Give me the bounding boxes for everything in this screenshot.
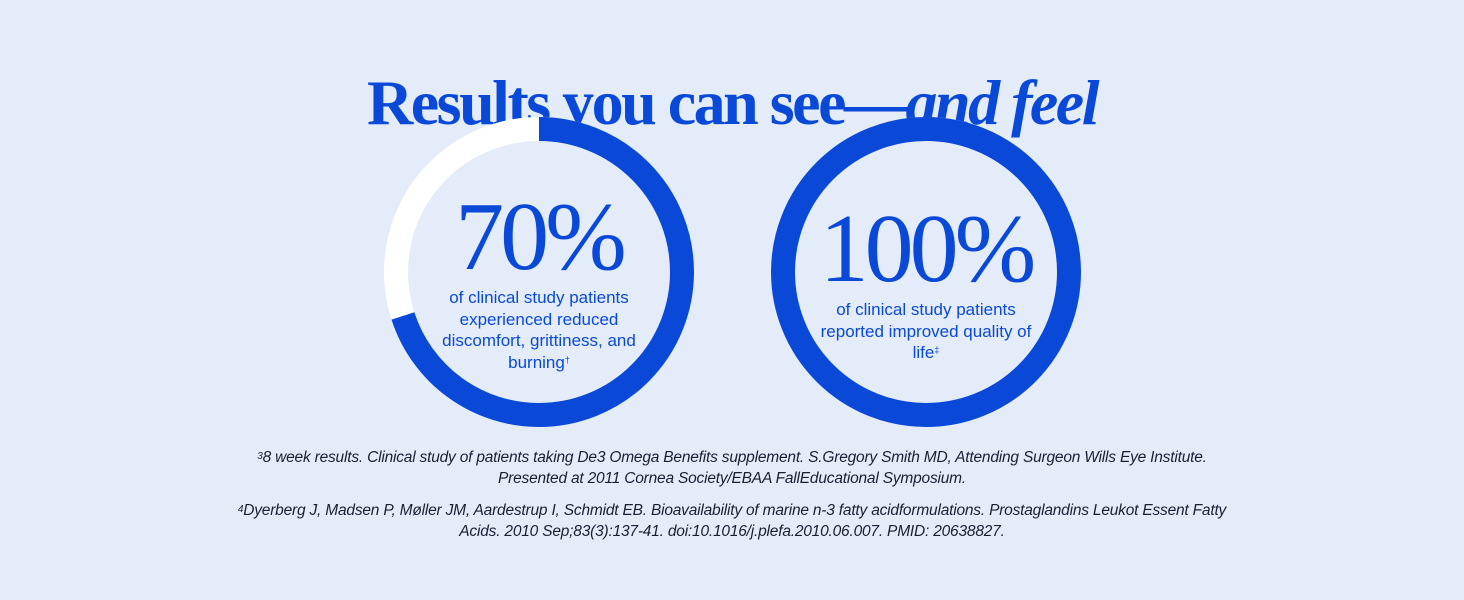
stat-ring-2: 100% of clinical study patients reported… bbox=[771, 117, 1081, 427]
title-main: Results you can see— bbox=[367, 66, 908, 138]
ring-fill-2 bbox=[771, 117, 1081, 427]
stat-description-1: of clinical study patients experienced r… bbox=[419, 287, 659, 373]
stat-description-2: of clinical study patients reported impr… bbox=[806, 299, 1046, 364]
footnote-text-2: Dyerberg J, Madsen P, Møller JM, Aardest… bbox=[243, 502, 1227, 540]
footnote-number-1: 3 bbox=[257, 451, 263, 462]
footnote-mark-double-dagger: ‡ bbox=[934, 345, 940, 355]
stat-description-text-2: of clinical study patients reported impr… bbox=[820, 300, 1032, 362]
stat-description-text-1: of clinical study patients experienced r… bbox=[442, 288, 636, 372]
footnote-mark-dagger: † bbox=[564, 354, 570, 365]
stat-ring-1: 70% of clinical study patients experienc… bbox=[384, 117, 694, 427]
footnote-text-1: 8 week results. Clinical study of patien… bbox=[262, 449, 1207, 487]
footnote-2: 4Dyerberg J, Madsen P, Møller JM, Aardes… bbox=[222, 500, 1242, 542]
footnotes: 38 week results. Clinical study of patie… bbox=[0, 447, 1464, 553]
footnote-number-2: 4 bbox=[237, 504, 244, 515]
footnote-1: 38 week results. Clinical study of patie… bbox=[222, 447, 1242, 489]
progress-ring-2 bbox=[771, 117, 1081, 427]
stat-value-1: 70% bbox=[455, 183, 627, 291]
progress-ring-1 bbox=[384, 117, 694, 427]
stat-value-2: 100% bbox=[819, 195, 1037, 303]
page-title: Results you can see—and feel bbox=[0, 65, 1464, 141]
ring-fill-1 bbox=[384, 117, 694, 427]
